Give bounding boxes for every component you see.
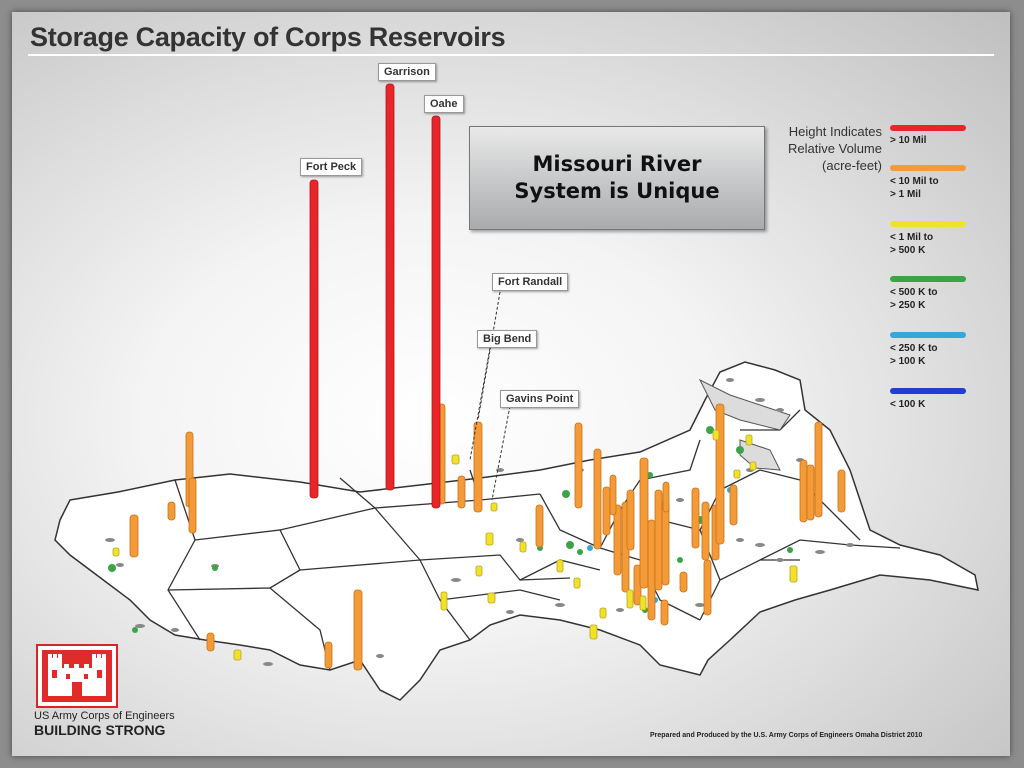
fort-peck-bar [309,179,319,499]
legend-label: < 100 K [890,399,926,410]
legend-title: Height Indicates Relative Volume (acre-f… [788,124,882,173]
legend-swatch [890,388,966,394]
legend-swatch [890,276,966,282]
legend-label: < 1 Mil to > 500 K [890,232,934,256]
brand-line1: US Army Corps of Engineers [34,710,175,722]
title-rule [28,54,994,56]
label-big-bend: Big Bend [477,330,538,348]
legend-swatch [890,221,966,227]
castle-icon [48,654,106,696]
us-reservoir-map [54,83,979,701]
usace-castle-logo [36,644,118,708]
yellow-bars [112,429,798,661]
label-garrison: Garrison [378,63,436,81]
garrison-bar [385,83,395,491]
callout-text: Missouri River System is Unique [514,152,720,203]
legend-swatch [890,165,966,171]
page-title: Storage Capacity of Corps Reservoirs [30,22,506,52]
slide: Storage Capacity of Corps Reservoirs [12,12,1010,756]
leader-lines [469,291,511,501]
callout-box: Missouri River System is Unique [469,126,765,230]
legend-swatch [890,125,966,131]
brand-line2: BUILDING STRONG [34,722,166,738]
legend-label: < 10 Mil to > 1 Mil [890,176,939,200]
legend-label: < 250 K to > 100 K [890,343,938,367]
label-fort-randall: Fort Randall [492,273,569,291]
label-fort-peck: Fort Peck [300,158,363,176]
legend-swatch [890,332,966,338]
label-oahe: Oahe [424,95,464,113]
legend-label: > 10 Mil [890,135,927,146]
label-gavins-point: Gavins Point [500,390,580,408]
legend-label: < 500 K to > 250 K [890,287,938,311]
footer-credit: Prepared and Produced by the U.S. Army C… [650,732,923,739]
red-bars [309,83,441,509]
oahe-bar [431,115,441,509]
orange-bars [129,403,846,671]
